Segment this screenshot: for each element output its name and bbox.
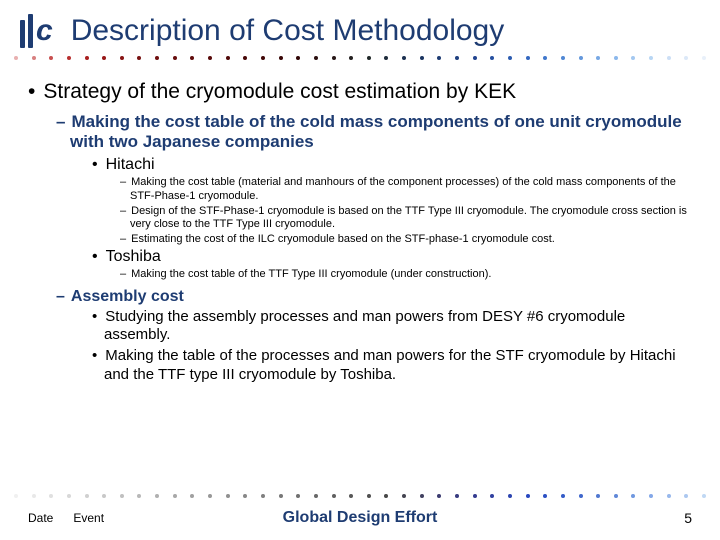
footer-page-number: 5 (684, 510, 692, 526)
slide-title: Description of Cost Methodology (71, 14, 505, 48)
bullet-lvl3: •Making the table of the processes and m… (92, 347, 692, 385)
slide-footer: Date Event Global Design Effort 5 (0, 510, 720, 526)
slide-body: •Strategy of the cryomodule cost estimat… (0, 56, 720, 385)
ilc-logo: c (20, 14, 53, 48)
lvl3-text: Toshiba (106, 248, 161, 265)
lvl1-text: Strategy of the cryomodule cost estimati… (43, 80, 516, 103)
bullet-lvl3: •Toshiba (92, 248, 692, 266)
footer-event: Event (73, 511, 104, 525)
lvl2-text: Assembly cost (71, 288, 184, 305)
top-dot-divider (0, 56, 720, 60)
lvl3-text: Studying the assembly processes and man … (104, 308, 625, 344)
lvl4-text: Making the cost table of the TTF Type II… (131, 268, 491, 280)
bullet-lvl3: •Hitachi (92, 156, 692, 174)
lvl4-text: Design of the STF-Phase-1 cryomodule is … (130, 205, 687, 231)
bullet-lvl3: •Studying the assembly processes and man… (92, 308, 692, 346)
lvl4-text: Making the cost table (material and manh… (130, 176, 676, 202)
bottom-dot-divider (0, 494, 720, 498)
bullet-lvl4: –Making the cost table (material and man… (120, 176, 692, 204)
footer-date: Date (28, 511, 53, 525)
lvl4-text: Estimating the cost of the ILC cryomodul… (131, 233, 555, 245)
bullet-lvl2: –Assembly cost (56, 288, 692, 306)
bullet-lvl1: •Strategy of the cryomodule cost estimat… (28, 80, 692, 104)
footer-center: Global Design Effort (283, 509, 438, 527)
bullet-lvl4: –Estimating the cost of the ILC cryomodu… (120, 233, 692, 247)
bullet-lvl2: –Making the cost table of the cold mass … (56, 112, 692, 152)
lvl3-text: Hitachi (106, 156, 155, 173)
bullet-lvl4: –Making the cost table of the TTF Type I… (120, 268, 692, 282)
bullet-lvl4: –Design of the STF-Phase-1 cryomodule is… (120, 205, 692, 233)
lvl2-text: Making the cost table of the cold mass c… (70, 112, 682, 151)
lvl3-text: Making the table of the processes and ma… (104, 347, 676, 383)
